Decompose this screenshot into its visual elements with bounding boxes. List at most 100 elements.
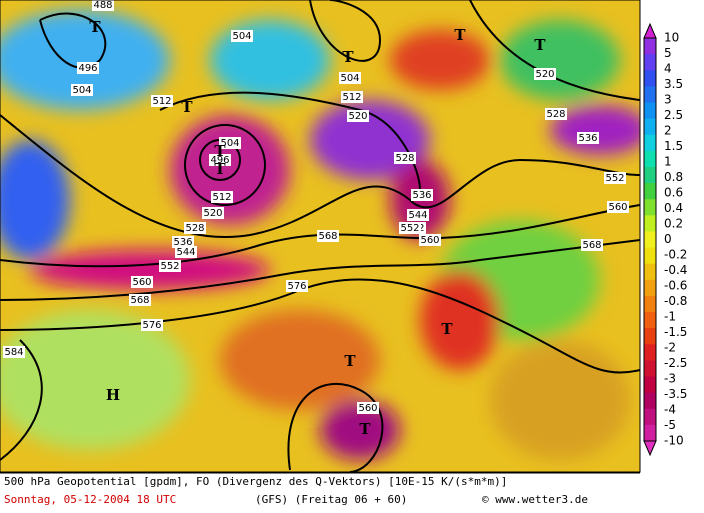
legend-label: 2.5 (664, 108, 683, 122)
contour-label-bg (581, 239, 603, 251)
contour-label: 528 (546, 109, 565, 120)
pressure-marker: T (214, 160, 226, 178)
pressure-marker: T (344, 352, 356, 370)
contour-label: 560 (420, 235, 439, 246)
contour-label-bg (347, 110, 369, 122)
contour-label: 544 (408, 210, 427, 221)
legend-label: 4 (664, 62, 672, 76)
contour-label: 576 (287, 281, 306, 292)
contour-label: 584 (4, 347, 23, 358)
legend-swatch (644, 54, 656, 71)
legend-label: 1.5 (664, 139, 683, 153)
legend-swatch (644, 215, 656, 232)
footer-title: 500 hPa Geopotential [gpdm], FO (Diverge… (4, 475, 507, 488)
contour-label: 504 (220, 138, 239, 149)
legend-swatch (644, 118, 656, 136)
legend-label: -10 (664, 434, 684, 448)
footer-credit: © www.wetter3.de (482, 493, 588, 506)
contour-label-bg (151, 95, 173, 107)
contour-label: 568 (318, 231, 337, 242)
legend-swatch (644, 392, 656, 410)
contour-label: 496 (78, 63, 97, 74)
contour-label: 528 (185, 223, 204, 234)
contour-label: 488 (93, 0, 112, 11)
legend-label: -0.2 (664, 248, 687, 262)
pressure-marker: T (454, 26, 466, 44)
contour-label-bg (411, 189, 433, 201)
legend-label: -0.4 (664, 263, 687, 277)
map-frame (0, 0, 641, 473)
legend-label: -2 (664, 341, 676, 355)
contour-label: 536 (412, 190, 431, 201)
legend-label: 2 (664, 124, 672, 138)
contour-label-bg (71, 84, 93, 96)
contour-label: 544 (176, 247, 195, 258)
legend-label: 5 (664, 46, 672, 60)
contour-label: 552 (400, 223, 419, 234)
contour-label-bg (357, 402, 379, 414)
contour-label: 512 (212, 192, 231, 203)
pressure-marker: T (214, 142, 226, 160)
contour-label: 560 (132, 277, 151, 288)
legend-swatch (644, 328, 656, 345)
legend-label: 0.4 (664, 201, 683, 215)
legend-label: -3 (664, 372, 676, 386)
legend-label: 3 (664, 93, 672, 107)
contour-label-bg (231, 30, 253, 42)
legend-label: -0.8 (664, 294, 687, 308)
contour-label-bg (394, 152, 416, 164)
contour-label-bg (419, 234, 441, 246)
contour-label: 576 (142, 320, 161, 331)
contour-label-bg (211, 191, 233, 203)
legend-swatch (644, 295, 656, 313)
contour-label: 528 (395, 153, 414, 164)
contour-label: 552 (605, 173, 624, 184)
contour-label: 504 (340, 73, 359, 84)
contour-label: 512 (152, 96, 171, 107)
contour-label: 536 (173, 237, 192, 248)
legend-swatch (644, 360, 656, 378)
legend-swatch (644, 38, 656, 55)
contour-label: 520 (348, 111, 367, 122)
pressure-marker: T (534, 36, 546, 54)
legend-bottom-arrow (643, 440, 657, 457)
contour-label-bg (77, 62, 99, 74)
footer-date: Sonntag, 05-12-2004 18 UTC (4, 493, 176, 506)
legend-label: 0.8 (664, 170, 683, 184)
contour-label: 560 (608, 202, 627, 213)
legend-swatch (644, 231, 656, 249)
contour-label: 536 (578, 133, 597, 144)
contour-label: 512 (342, 92, 361, 103)
legend-label: 0 (664, 232, 672, 246)
legend-label: 10 (664, 31, 679, 45)
legend-top-arrow (643, 22, 657, 39)
legend-label: 3.5 (664, 77, 683, 91)
legend-label: -3.5 (664, 387, 687, 401)
contour-label: 568 (130, 295, 149, 306)
legend-swatch (644, 344, 656, 361)
contour-label-bg (577, 132, 599, 144)
contour-label-bg (92, 0, 114, 11)
contour-label-bg (545, 108, 567, 120)
contour-label-bg (184, 222, 206, 234)
pressure-marker: H (106, 386, 120, 404)
map-field: 488 496 504 504 504 512 512 520 520 520 528 528 528 5… (0, 0, 640, 472)
contour-label-bg (534, 68, 556, 80)
legend-swatch (644, 408, 656, 426)
pressure-marker: T (441, 320, 453, 338)
pressure-marker: T (359, 420, 371, 438)
contour-label-bg (399, 222, 421, 234)
contour-label-bg (131, 276, 153, 288)
contour-label-bg (607, 201, 629, 213)
legend-label: 0.2 (664, 217, 683, 231)
contour-label: 504 (72, 85, 91, 96)
pressure-marker: T (181, 98, 193, 116)
legend-swatch (644, 134, 656, 152)
footer-model: (GFS) (Freitag 06 + 60) (255, 493, 407, 506)
contour-label-bg (3, 346, 25, 358)
legend-label: -5 (664, 418, 676, 432)
legend-frame (643, 37, 657, 442)
legend-swatch (644, 376, 656, 394)
legend-swatch (644, 199, 656, 216)
legend-label: -0.6 (664, 279, 687, 293)
